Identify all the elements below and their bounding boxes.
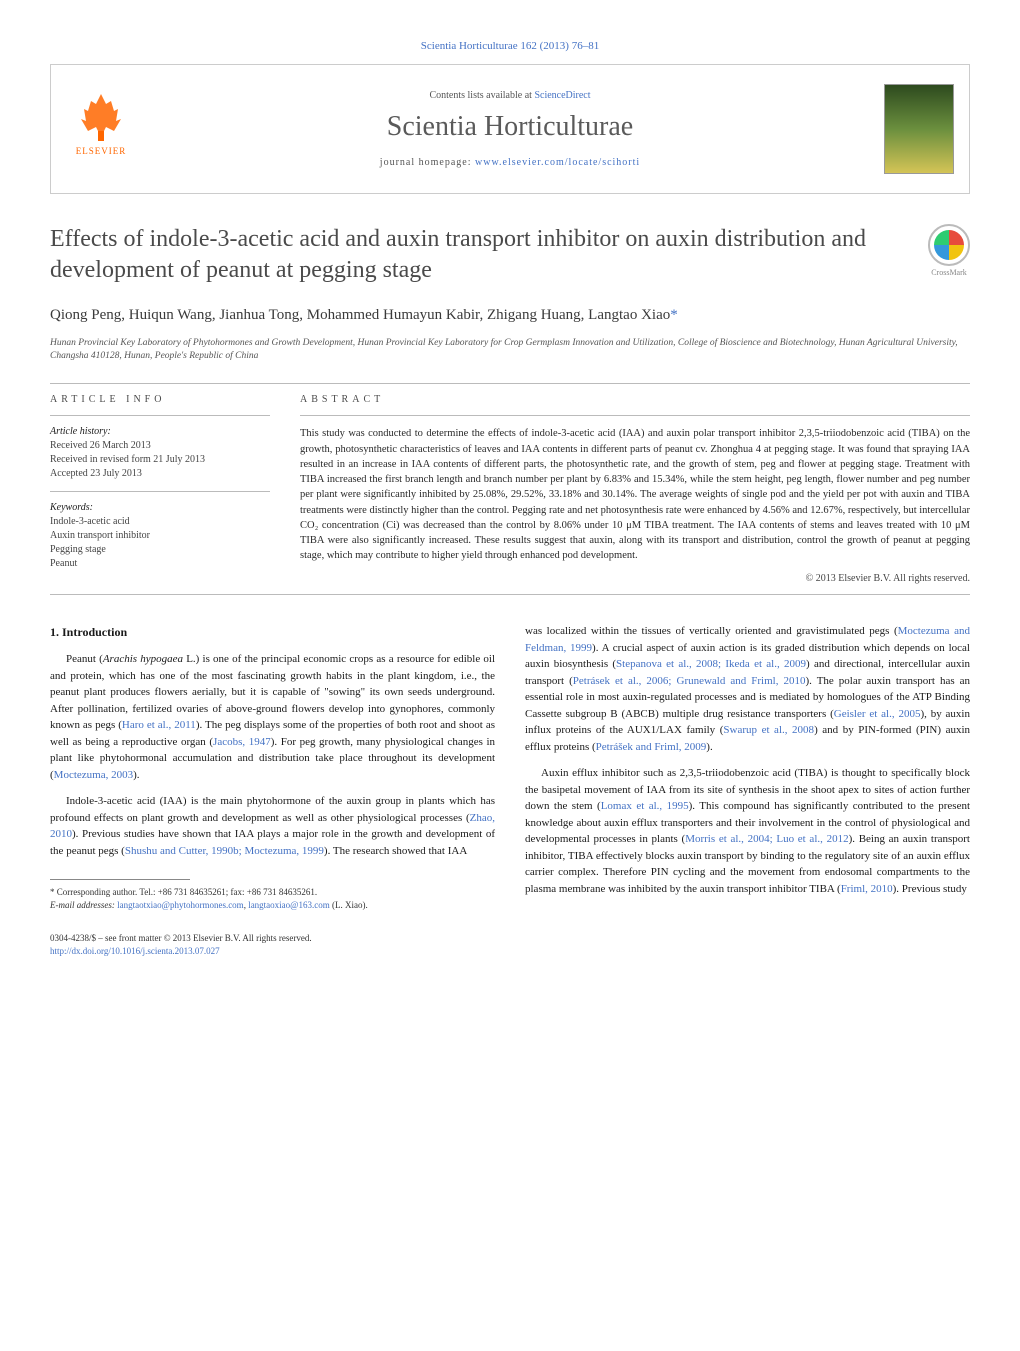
- citation-link[interactable]: Swarup et al., 2008: [723, 724, 814, 736]
- citation-link[interactable]: Friml, 2010: [841, 883, 893, 895]
- text: ). The research showed that IAA: [324, 845, 467, 857]
- text: (L. Xiao).: [330, 900, 368, 910]
- divider: [50, 594, 970, 595]
- keyword: Pegging stage: [50, 543, 270, 557]
- journal-name: Scientia Horticulturae: [151, 111, 869, 143]
- crossmark-label: CrossMark: [931, 268, 967, 277]
- corresponding-author-star: *: [670, 307, 678, 323]
- citation-link[interactable]: Geisler et al., 2005: [834, 708, 921, 720]
- text: Indole-3-acetic acid (IAA) is the main p…: [50, 795, 495, 824]
- affiliation: Hunan Provincial Key Laboratory of Phyto…: [50, 337, 970, 364]
- paragraph: Indole-3-acetic acid (IAA) is the main p…: [50, 793, 495, 859]
- page-footer: 0304-4238/$ – see front matter © 2013 El…: [50, 932, 495, 959]
- citation-link[interactable]: Shushu and Cutter, 1990b; Moctezuma, 199…: [125, 845, 324, 857]
- keyword: Auxin transport inhibitor: [50, 529, 270, 543]
- front-matter-line: 0304-4238/$ – see front matter © 2013 El…: [50, 932, 495, 946]
- text: ). Previous study: [893, 883, 967, 895]
- text: was localized within the tissues of vert…: [525, 625, 898, 637]
- journal-banner: ELSEVIER Contents lists available at Sci…: [50, 64, 970, 194]
- citation-link[interactable]: Stepanova et al., 2008; Ikeda et al., 20…: [616, 658, 806, 670]
- accepted-date: Accepted 23 July 2013: [50, 467, 270, 481]
- species-name: Arachis hypogaea: [103, 653, 183, 665]
- revised-date: Received in revised form 21 July 2013: [50, 453, 270, 467]
- sciencedirect-link[interactable]: ScienceDirect: [534, 90, 590, 101]
- citation-link[interactable]: Haro et al., 2011: [122, 719, 196, 731]
- article-info-panel: ARTICLE INFO Article history: Received 2…: [50, 394, 270, 584]
- email-label: E-mail addresses:: [50, 900, 115, 910]
- publisher-logo-area: ELSEVIER: [51, 89, 151, 169]
- homepage-line: journal homepage: www.elsevier.com/locat…: [151, 157, 869, 168]
- email-link[interactable]: langtaoxiao@163.com: [248, 900, 330, 910]
- copyright-line: © 2013 Elsevier B.V. All rights reserved…: [300, 573, 970, 584]
- divider: [300, 415, 970, 416]
- elsevier-logo: ELSEVIER: [66, 89, 136, 169]
- keyword: Indole-3-acetic acid: [50, 515, 270, 529]
- text: ).: [706, 741, 712, 753]
- divider: [50, 415, 270, 416]
- citation-link[interactable]: Lomax et al., 1995: [601, 800, 689, 812]
- article-info-heading: ARTICLE INFO: [50, 394, 270, 405]
- text: Peanut (: [66, 653, 103, 665]
- abstract-heading: ABSTRACT: [300, 394, 970, 405]
- abstract-panel: ABSTRACT This study was conducted to det…: [300, 394, 970, 584]
- footnote-separator: [50, 879, 190, 880]
- text: ).: [133, 769, 139, 781]
- citation-link[interactable]: Jacobs, 1947: [213, 736, 271, 748]
- footnote-phone: * Corresponding author. Tel.: +86 731 84…: [50, 886, 495, 899]
- journal-cover-area: [869, 84, 969, 174]
- received-date: Received 26 March 2013: [50, 439, 270, 453]
- journal-reference: Scientia Horticulturae 162 (2013) 76–81: [50, 40, 970, 52]
- crossmark-icon: [928, 224, 970, 266]
- citation-link[interactable]: Petrášek and Friml, 2009: [596, 741, 707, 753]
- divider: [50, 383, 970, 384]
- journal-cover-thumbnail: [884, 84, 954, 174]
- citation-link[interactable]: Morris et al., 2004; Luo et al., 2012: [685, 833, 848, 845]
- authors-list: Qiong Peng, Huiqun Wang, Jianhua Tong, M…: [50, 304, 970, 327]
- crossmark-badge[interactable]: CrossMark: [928, 224, 970, 277]
- authors-names: Qiong Peng, Huiqun Wang, Jianhua Tong, M…: [50, 307, 670, 323]
- section-heading: 1. Introduction: [50, 623, 495, 641]
- keywords-heading: Keywords:: [50, 502, 270, 513]
- body-columns: 1. Introduction Peanut (Arachis hypogaea…: [50, 623, 970, 958]
- keyword: Peanut: [50, 557, 270, 571]
- abstract-text: This study was conducted to determine th…: [300, 426, 970, 563]
- contents-line: Contents lists available at ScienceDirec…: [151, 90, 869, 101]
- left-column: 1. Introduction Peanut (Arachis hypogaea…: [50, 623, 495, 958]
- article-title: Effects of indole-3-acetic acid and auxi…: [50, 224, 908, 286]
- divider: [50, 491, 270, 492]
- paragraph: was localized within the tissues of vert…: [525, 623, 970, 755]
- email-link[interactable]: langtaotxiao@phytohormones.com: [117, 900, 244, 910]
- corresponding-author-footnote: * Corresponding author. Tel.: +86 731 84…: [50, 886, 495, 911]
- citation-link[interactable]: Moctezuma, 2003: [54, 769, 133, 781]
- paragraph: Auxin efflux inhibitor such as 2,3,5-tri…: [525, 765, 970, 897]
- homepage-link[interactable]: www.elsevier.com/locate/scihorti: [475, 157, 640, 168]
- contents-prefix: Contents lists available at: [429, 90, 534, 101]
- doi-link[interactable]: http://dx.doi.org/10.1016/j.scienta.2013…: [50, 946, 220, 956]
- homepage-prefix: journal homepage:: [380, 157, 475, 168]
- right-column: was localized within the tissues of vert…: [525, 623, 970, 958]
- elsevier-tree-icon: [76, 89, 126, 144]
- history-heading: Article history:: [50, 426, 270, 437]
- paragraph: Peanut (Arachis hypogaea L.) is one of t…: [50, 651, 495, 783]
- citation-link[interactable]: Petrásek et al., 2006; Grunewald and Fri…: [573, 675, 806, 687]
- elsevier-label: ELSEVIER: [76, 146, 127, 156]
- footnote-email-line: E-mail addresses: langtaotxiao@phytohorm…: [50, 899, 495, 912]
